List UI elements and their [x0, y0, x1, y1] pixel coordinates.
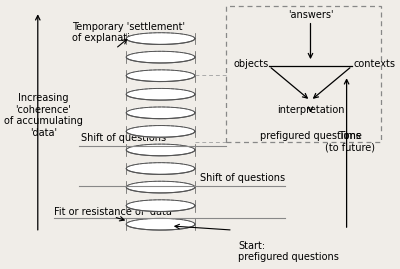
Polygon shape: [126, 218, 195, 230]
Text: contexts: contexts: [353, 59, 395, 69]
Text: Shift of questions: Shift of questions: [81, 133, 166, 143]
Polygon shape: [126, 107, 195, 119]
Polygon shape: [126, 51, 195, 63]
Text: prefigured questions: prefigured questions: [260, 131, 361, 141]
Polygon shape: [126, 163, 195, 174]
Text: 'answers': 'answers': [288, 10, 333, 20]
Polygon shape: [126, 200, 195, 211]
Text: Temporary 'settlement'
of explanation: Temporary 'settlement' of explanation: [72, 22, 185, 43]
Polygon shape: [126, 89, 195, 100]
Text: objects: objects: [234, 59, 269, 69]
Text: interpretation: interpretation: [277, 105, 344, 115]
Polygon shape: [126, 144, 195, 156]
Polygon shape: [126, 70, 195, 82]
Bar: [226, 6, 381, 142]
Polygon shape: [126, 33, 195, 44]
Text: Shift of questions: Shift of questions: [200, 174, 286, 183]
Polygon shape: [126, 181, 195, 193]
Text: Fit or resistance of 'data': Fit or resistance of 'data': [54, 207, 174, 217]
Text: Start:
prefigured questions: Start: prefigured questions: [238, 241, 339, 262]
Text: Time
(to future): Time (to future): [325, 131, 375, 153]
Polygon shape: [126, 126, 195, 137]
Text: Increasing
'coherence'
of accumulating
'data': Increasing 'coherence' of accumulating '…: [4, 93, 83, 138]
